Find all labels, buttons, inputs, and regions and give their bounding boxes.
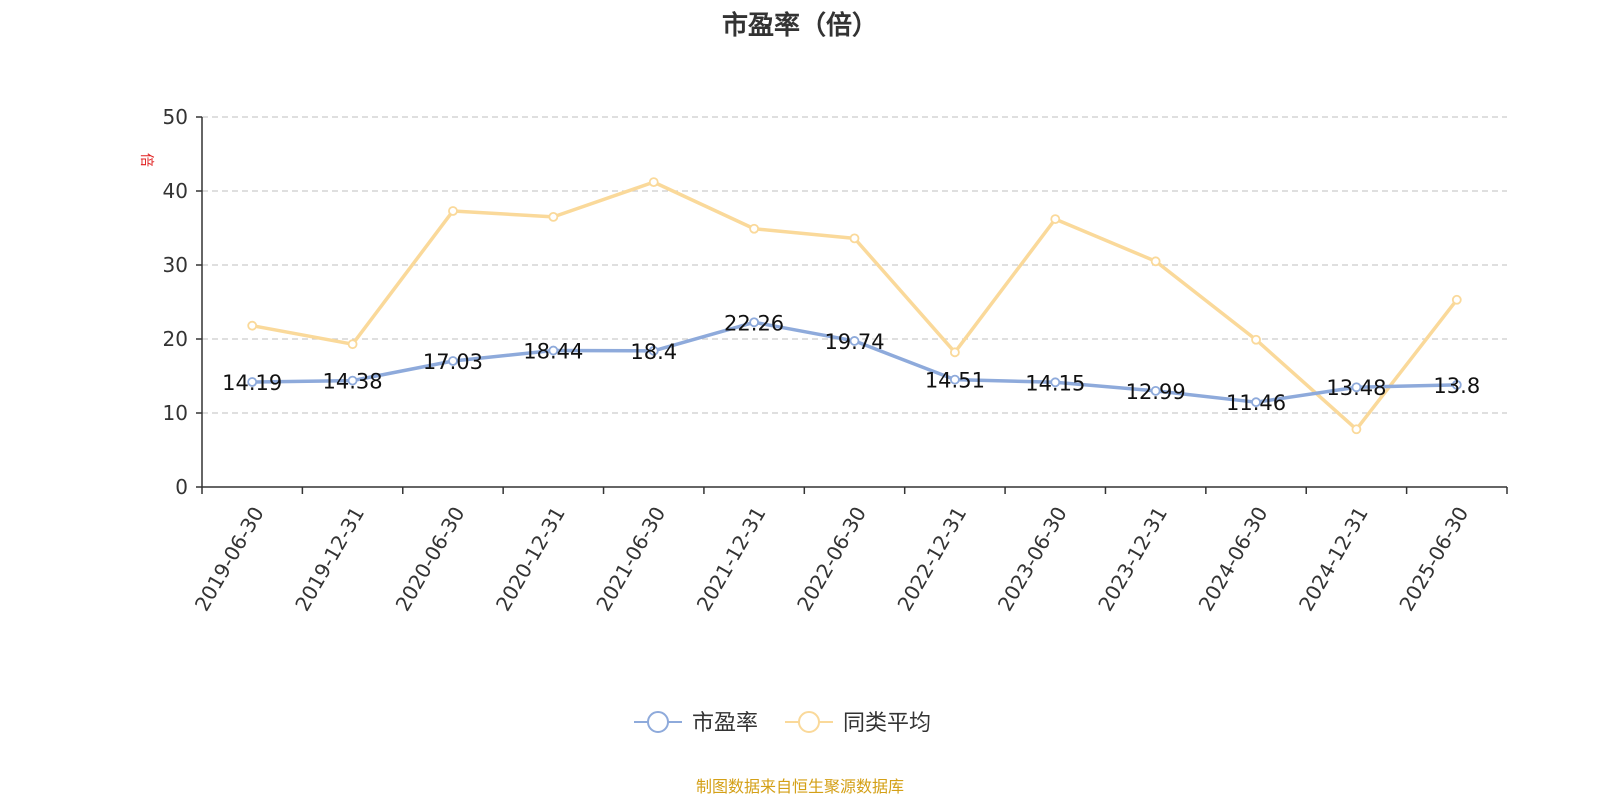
y-tick-label: 0 xyxy=(175,475,188,499)
y-tick-label: 40 xyxy=(163,179,188,203)
data-point xyxy=(448,206,458,216)
data-label: 14.38 xyxy=(323,370,383,394)
legend-label: 市盈率 xyxy=(692,711,758,736)
data-label: 19.74 xyxy=(824,330,884,354)
y-tick-label: 50 xyxy=(163,105,188,129)
data-point xyxy=(1050,214,1061,225)
legend-item[interactable]: 同类平均 xyxy=(785,711,931,736)
data-point xyxy=(247,377,258,387)
data-label: 12.99 xyxy=(1126,380,1186,404)
data-point xyxy=(949,347,960,358)
data-point xyxy=(1050,377,1061,388)
y-tick-label: 10 xyxy=(163,401,188,425)
axes: 0 10 20 30 40 50 2019-06-30 2019-12-31 2020-06-3… xyxy=(163,105,1508,616)
legend-label: 同类平均 xyxy=(843,711,931,736)
data-point xyxy=(548,211,559,222)
x-tick-label: 2023-06-30 xyxy=(993,503,1072,616)
data-point xyxy=(1251,397,1261,408)
x-tick-label: 2021-12-31 xyxy=(692,503,771,616)
y-axis-unit-label: 倍 xyxy=(138,153,154,167)
y-tick-label: 30 xyxy=(163,253,188,277)
legend[interactable]: 市盈率 同类平均 xyxy=(634,711,931,736)
x-tick-label: 2019-06-30 xyxy=(190,503,269,616)
data-labels: 14.19 14.38 17.03 18.44 18.4 22.26 19.74 14.51 1… xyxy=(222,311,1480,415)
data-point xyxy=(648,345,659,356)
data-label: 14.51 xyxy=(925,369,985,393)
chart-title: 市盈率（倍） xyxy=(722,10,878,41)
data-point xyxy=(548,345,559,356)
x-tick-label: 2025-06-30 xyxy=(1394,503,1473,616)
data-point xyxy=(849,336,860,346)
data-point xyxy=(1451,379,1462,390)
x-tick-label: 2022-12-31 xyxy=(892,503,971,616)
data-point xyxy=(1150,256,1161,267)
data-point xyxy=(749,223,760,234)
legend-marker xyxy=(798,711,820,733)
data-label: 14.15 xyxy=(1025,371,1085,395)
data-label: 17.03 xyxy=(423,350,483,374)
data-point xyxy=(849,233,860,244)
x-tick-label: 2024-06-30 xyxy=(1194,503,1273,616)
x-tick-label: 2020-12-31 xyxy=(491,503,570,616)
data-point xyxy=(949,374,960,385)
x-tick-label: 2022-06-30 xyxy=(792,503,871,616)
data-point xyxy=(648,177,659,188)
data-point xyxy=(1150,385,1161,396)
data-label: 13.48 xyxy=(1326,376,1386,400)
data-point xyxy=(1351,382,1362,393)
data-label: 13.8 xyxy=(1433,374,1480,398)
data-point xyxy=(347,375,358,386)
x-tick-label: 2020-06-30 xyxy=(391,503,470,616)
data-label: 14.19 xyxy=(222,371,282,395)
x-tick-label: 2019-12-31 xyxy=(290,503,369,616)
data-point xyxy=(448,356,458,366)
data-point xyxy=(247,320,258,331)
data-label: 22.26 xyxy=(724,311,784,335)
grid-lines xyxy=(202,116,1507,414)
data-point xyxy=(347,339,358,350)
y-tick-label: 20 xyxy=(163,327,188,351)
data-point xyxy=(749,317,760,328)
data-label: 11.46 xyxy=(1226,391,1286,415)
x-tick-label: 2021-06-30 xyxy=(591,503,670,616)
x-tick-label: 2024-12-31 xyxy=(1294,503,1373,616)
source-note: 制图数据来自恒生聚源数据库 xyxy=(696,777,904,796)
legend-item[interactable]: 市盈率 xyxy=(634,711,758,736)
legend-marker xyxy=(647,711,669,733)
data-point xyxy=(1351,424,1362,435)
data-point xyxy=(1251,334,1261,345)
data-point xyxy=(1451,294,1462,305)
data-label: 18.44 xyxy=(523,340,583,364)
data-label: 18.4 xyxy=(630,340,677,364)
x-tick-label: 2023-12-31 xyxy=(1093,503,1172,616)
series-lines xyxy=(247,177,1462,435)
